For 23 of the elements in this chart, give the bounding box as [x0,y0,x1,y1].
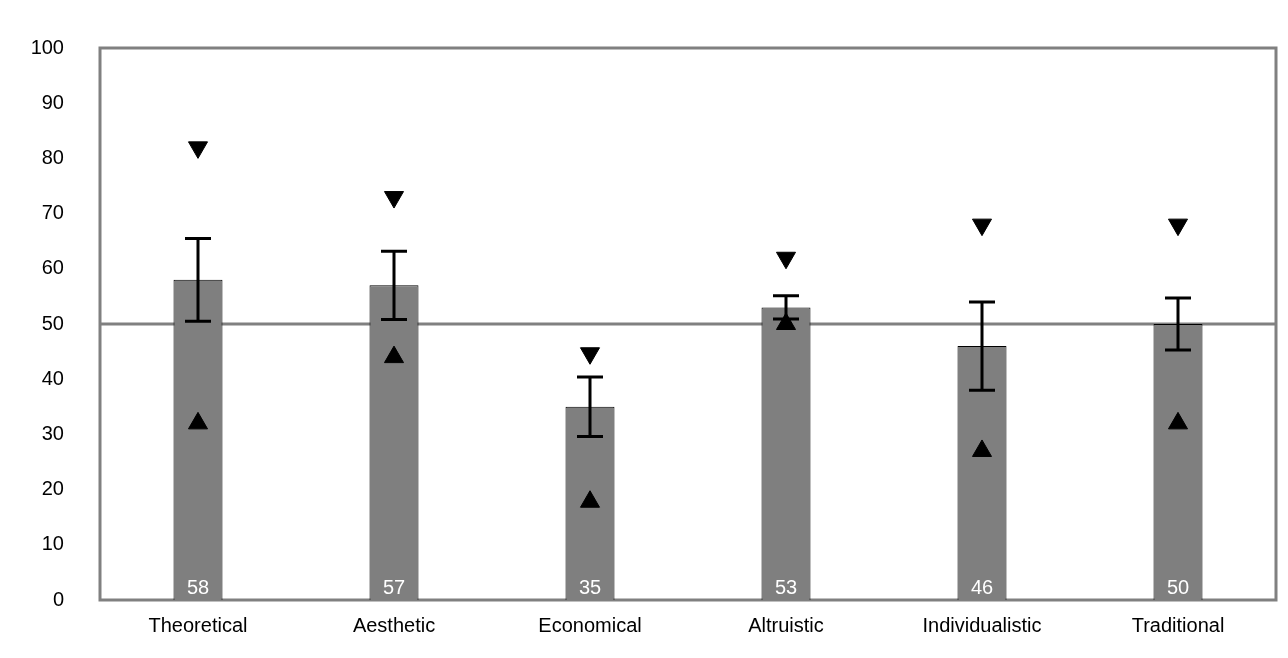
y-tick-label: 80 [41,145,64,168]
y-tick-label: 20 [41,477,64,500]
data-label: 35 [578,575,602,598]
x-tick-label: Economical [538,613,642,636]
data-label: 50 [1166,575,1190,598]
data-label: 46 [970,575,994,598]
data-label: 58 [186,575,210,598]
x-tick-label: Traditional [1131,613,1225,636]
y-tick-label: 10 [41,532,64,555]
y-tick-label: 90 [41,90,64,113]
x-tick-label: Altruistic [748,613,824,636]
data-label: 53 [774,575,798,598]
y-tick-label: 50 [41,311,64,334]
x-tick-label: Individualistic [922,613,1042,636]
data-label: 57 [382,575,406,598]
y-tick-label: 40 [41,366,64,389]
x-tick-label: Theoretical [148,613,248,636]
y-tick-label: 70 [41,201,64,224]
y-tick-label: 30 [41,421,64,444]
x-tick-label: Aesthetic [352,613,436,636]
y-tick-label: 100 [30,35,64,58]
y-tick-label: 0 [52,587,64,610]
y-tick-label: 60 [41,256,64,279]
